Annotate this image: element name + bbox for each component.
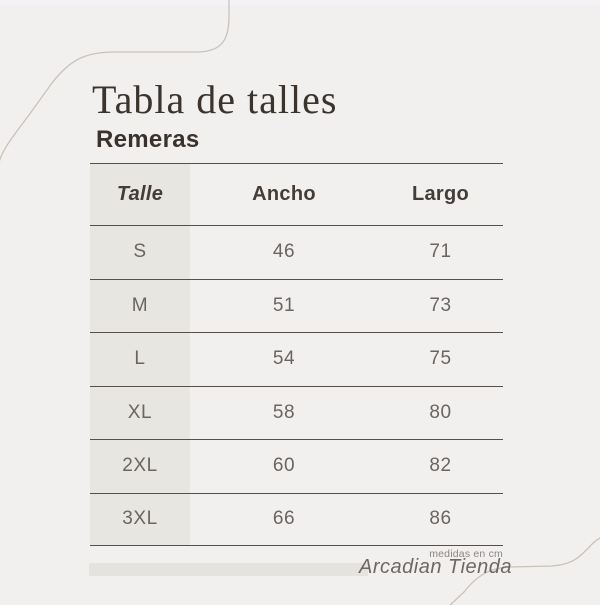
cell-largo: 73 bbox=[429, 294, 452, 316]
cell-talle: 3XL bbox=[90, 493, 190, 545]
cell-largo: 82 bbox=[429, 455, 452, 477]
size-table: Talle Ancho Largo S 46 71 M 51 73 L 54 75 XL 58 80 2… bbox=[90, 163, 503, 546]
table-row: 3XL 66 86 bbox=[90, 492, 503, 546]
brand-name: Arcadian Tienda bbox=[359, 556, 512, 578]
table-row: S 46 71 bbox=[90, 225, 503, 279]
cell-ancho: 54 bbox=[272, 348, 296, 370]
cell-talle: L bbox=[90, 333, 190, 386]
cell-talle: 2XL bbox=[90, 440, 190, 493]
top-band bbox=[0, 0, 600, 5]
cell-largo: 71 bbox=[429, 241, 452, 263]
table-body: S 46 71 M 51 73 L 54 75 XL 58 80 2XL 60 82 3XL 66 86 bbox=[90, 225, 503, 546]
table-row: L 54 75 bbox=[90, 332, 503, 386]
table-row: XL 58 80 bbox=[90, 385, 503, 439]
cell-largo: 75 bbox=[429, 348, 452, 370]
cell-talle: M bbox=[90, 279, 190, 332]
cell-ancho: 58 bbox=[272, 401, 296, 423]
section-subtitle: Remeras bbox=[96, 126, 200, 153]
units-note: medidas en cm bbox=[429, 548, 503, 560]
table-row: M 51 73 bbox=[90, 278, 503, 332]
column-header-ancho: Ancho bbox=[252, 183, 316, 205]
cell-talle: S bbox=[90, 226, 190, 279]
page-title: Tabla de talles bbox=[92, 77, 338, 122]
column-header-talle: Talle bbox=[90, 164, 190, 225]
cell-talle: XL bbox=[90, 386, 190, 439]
cell-ancho: 60 bbox=[272, 455, 296, 477]
cell-ancho: 66 bbox=[272, 508, 296, 530]
table-header-row: Talle Ancho Largo bbox=[90, 163, 503, 225]
cell-largo: 86 bbox=[429, 508, 452, 530]
column-header-largo: Largo bbox=[411, 183, 470, 205]
cell-ancho: 51 bbox=[272, 294, 296, 316]
footer-bar bbox=[89, 563, 368, 576]
cell-ancho: 46 bbox=[272, 241, 296, 263]
cell-largo: 80 bbox=[429, 401, 452, 423]
table-row: 2XL 60 82 bbox=[90, 439, 503, 493]
